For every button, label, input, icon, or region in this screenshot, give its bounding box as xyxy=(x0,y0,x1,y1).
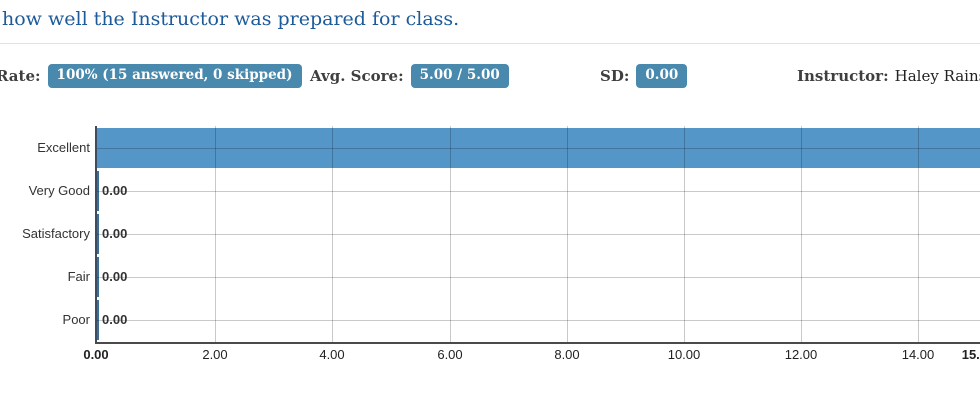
gridline-x-2 xyxy=(215,126,216,342)
y-axis-line xyxy=(95,126,97,344)
gridline-row-fair xyxy=(97,277,980,278)
x-tick-10: 10.00 xyxy=(667,347,701,362)
gridline-x-8 xyxy=(567,126,568,342)
value-label-very-good: 0.00 xyxy=(102,183,128,198)
value-label-fair: 0.00 xyxy=(102,269,128,284)
category-label-fair: Fair xyxy=(67,269,90,284)
sd-value-badge: 0.00 xyxy=(636,64,688,88)
x-tick-8: 8.00 xyxy=(554,347,580,362)
stat-sd: SD: 0.00 xyxy=(600,61,688,91)
stat-instructor: Instructor: Haley Rains xyxy=(797,61,980,91)
x-tick-14: 14.00 xyxy=(901,347,935,362)
gridline-x-12 xyxy=(801,126,802,342)
gridline-x-4 xyxy=(332,126,333,342)
title-divider xyxy=(0,43,980,44)
category-label-excellent: Excellent xyxy=(37,140,90,155)
instructor-name: Haley Rains xyxy=(894,67,980,85)
x-tick-15: 15.00 xyxy=(961,347,980,362)
value-label-satisfactory: 0.00 xyxy=(102,226,128,241)
gridline-row-excellent xyxy=(97,148,980,149)
gridline-row-poor xyxy=(97,320,980,321)
x-tick-4: 4.00 xyxy=(319,347,345,362)
avg-score-value-badge: 5.00 / 5.00 xyxy=(410,64,509,88)
x-axis-line xyxy=(95,342,980,344)
stat-avg-score: Avg. Score: 5.00 / 5.00 xyxy=(310,61,509,91)
category-label-poor: Poor xyxy=(62,312,90,327)
question-title: how well the Instructor was prepared for… xyxy=(2,8,460,30)
stat-response-rate: Rate: 100% (15 answered, 0 skipped) xyxy=(0,61,302,91)
x-tick-2: 2.00 xyxy=(202,347,228,362)
rate-value-badge: 100% (15 answered, 0 skipped) xyxy=(47,64,302,88)
instructor-label: Instructor: xyxy=(797,67,889,85)
category-label-satisfactory: Satisfactory xyxy=(22,226,90,241)
x-tick-6: 6.00 xyxy=(437,347,463,362)
gridline-x-10 xyxy=(684,126,685,342)
gridline-x-14 xyxy=(918,126,919,342)
gridline-x-6 xyxy=(450,126,451,342)
chart-plot-area: 0.00 0.00 0.00 0.00 xyxy=(97,126,980,342)
gridline-row-satisfactory xyxy=(97,234,980,235)
x-tick-12: 12.00 xyxy=(784,347,818,362)
rate-label: Rate: xyxy=(0,67,41,85)
gridline-row-very-good xyxy=(97,191,980,192)
stats-bar: Rate: 100% (15 answered, 0 skipped) Avg.… xyxy=(0,61,980,91)
x-tick-0: 0.00 xyxy=(83,347,109,362)
value-label-poor: 0.00 xyxy=(102,312,128,327)
category-label-very-good: Very Good xyxy=(28,183,90,198)
sd-label: SD: xyxy=(600,67,630,85)
avg-score-label: Avg. Score: xyxy=(310,67,404,85)
